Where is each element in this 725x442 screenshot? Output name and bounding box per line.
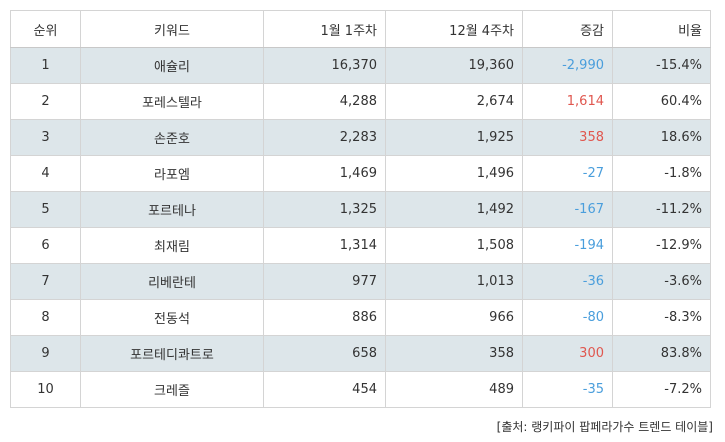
cell-diff: -167 bbox=[522, 191, 613, 228]
cell-rank: 7 bbox=[10, 263, 81, 300]
cell-diff: -2,990 bbox=[522, 47, 613, 84]
cell-keyword: 크레즐 bbox=[80, 371, 264, 408]
cell-week1: 886 bbox=[263, 299, 386, 336]
cell-diff: -27 bbox=[522, 155, 613, 192]
cell-ratio: -8.3% bbox=[612, 299, 711, 336]
cell-ratio: -11.2% bbox=[612, 191, 711, 228]
cell-rank: 6 bbox=[10, 227, 81, 264]
header-ratio: 비율 bbox=[612, 10, 711, 48]
cell-week1: 4,288 bbox=[263, 83, 386, 120]
cell-rank: 9 bbox=[10, 335, 81, 372]
header-keyword: 키워드 bbox=[80, 10, 264, 48]
table-row: 3 손준호 2,283 1,925 358 18.6% bbox=[10, 119, 711, 156]
table-row: 4 라포엠 1,469 1,496 -27 -1.8% bbox=[10, 155, 711, 192]
cell-week2: 19,360 bbox=[385, 47, 523, 84]
cell-rank: 1 bbox=[10, 47, 81, 84]
cell-ratio: -1.8% bbox=[612, 155, 711, 192]
table-row: 7 리베란테 977 1,013 -36 -3.6% bbox=[10, 263, 711, 300]
cell-ratio: -7.2% bbox=[612, 371, 711, 408]
table-row: 10 크레즐 454 489 -35 -7.2% bbox=[10, 371, 711, 408]
cell-ratio: -15.4% bbox=[612, 47, 711, 84]
cell-week1: 1,314 bbox=[263, 227, 386, 264]
header-rank: 순위 bbox=[10, 10, 81, 48]
cell-rank: 10 bbox=[10, 371, 81, 408]
cell-keyword: 포르테디콰트로 bbox=[80, 335, 264, 372]
cell-keyword: 리베란테 bbox=[80, 263, 264, 300]
cell-week2: 2,674 bbox=[385, 83, 523, 120]
header-diff: 증감 bbox=[522, 10, 613, 48]
cell-ratio: 83.8% bbox=[612, 335, 711, 372]
cell-diff: 1,614 bbox=[522, 83, 613, 120]
cell-week1: 1,469 bbox=[263, 155, 386, 192]
table-row: 1 애슐리 16,370 19,360 -2,990 -15.4% bbox=[10, 47, 711, 84]
cell-diff: -36 bbox=[522, 263, 613, 300]
cell-week1: 16,370 bbox=[263, 47, 386, 84]
cell-keyword: 포레스텔라 bbox=[80, 83, 264, 120]
cell-week1: 454 bbox=[263, 371, 386, 408]
cell-week2: 358 bbox=[385, 335, 523, 372]
cell-keyword: 라포엠 bbox=[80, 155, 264, 192]
cell-ratio: 18.6% bbox=[612, 119, 711, 156]
cell-week2: 1,013 bbox=[385, 263, 523, 300]
source-caption: [출처: 랭키파이 팝페라가수 트렌드 테이블] bbox=[496, 420, 713, 434]
cell-diff: -194 bbox=[522, 227, 613, 264]
cell-ratio: -12.9% bbox=[612, 227, 711, 264]
cell-week1: 2,283 bbox=[263, 119, 386, 156]
cell-keyword: 포르테나 bbox=[80, 191, 264, 228]
cell-week2: 1,508 bbox=[385, 227, 523, 264]
table-row: 9 포르테디콰트로 658 358 300 83.8% bbox=[10, 335, 711, 372]
cell-week1: 977 bbox=[263, 263, 386, 300]
cell-keyword: 애슐리 bbox=[80, 47, 264, 84]
header-week2: 12월 4주차 bbox=[385, 10, 523, 48]
cell-ratio: -3.6% bbox=[612, 263, 711, 300]
cell-keyword: 전동석 bbox=[80, 299, 264, 336]
cell-ratio: 60.4% bbox=[612, 83, 711, 120]
table-row: 6 최재림 1,314 1,508 -194 -12.9% bbox=[10, 227, 711, 264]
cell-keyword: 최재림 bbox=[80, 227, 264, 264]
cell-week2: 966 bbox=[385, 299, 523, 336]
cell-week1: 658 bbox=[263, 335, 386, 372]
cell-diff: -35 bbox=[522, 371, 613, 408]
cell-rank: 3 bbox=[10, 119, 81, 156]
cell-diff: 358 bbox=[522, 119, 613, 156]
table-header-row: 순위 키워드 1월 1주차 12월 4주차 증감 비율 bbox=[10, 10, 711, 48]
cell-rank: 8 bbox=[10, 299, 81, 336]
cell-keyword: 손준호 bbox=[80, 119, 264, 156]
table-row: 5 포르테나 1,325 1,492 -167 -11.2% bbox=[10, 191, 711, 228]
cell-week2: 1,925 bbox=[385, 119, 523, 156]
ranking-table: 순위 키워드 1월 1주차 12월 4주차 증감 비율 1 애슐리 16,370… bbox=[10, 10, 711, 408]
cell-diff: 300 bbox=[522, 335, 613, 372]
table-row: 8 전동석 886 966 -80 -8.3% bbox=[10, 299, 711, 336]
cell-rank: 5 bbox=[10, 191, 81, 228]
cell-diff: -80 bbox=[522, 299, 613, 336]
header-week1: 1월 1주차 bbox=[263, 10, 386, 48]
table-row: 2 포레스텔라 4,288 2,674 1,614 60.4% bbox=[10, 83, 711, 120]
cell-week2: 1,492 bbox=[385, 191, 523, 228]
cell-week2: 1,496 bbox=[385, 155, 523, 192]
cell-week2: 489 bbox=[385, 371, 523, 408]
cell-rank: 2 bbox=[10, 83, 81, 120]
cell-week1: 1,325 bbox=[263, 191, 386, 228]
cell-rank: 4 bbox=[10, 155, 81, 192]
ranking-table-container: 순위 키워드 1월 1주차 12월 4주차 증감 비율 1 애슐리 16,370… bbox=[10, 10, 711, 408]
